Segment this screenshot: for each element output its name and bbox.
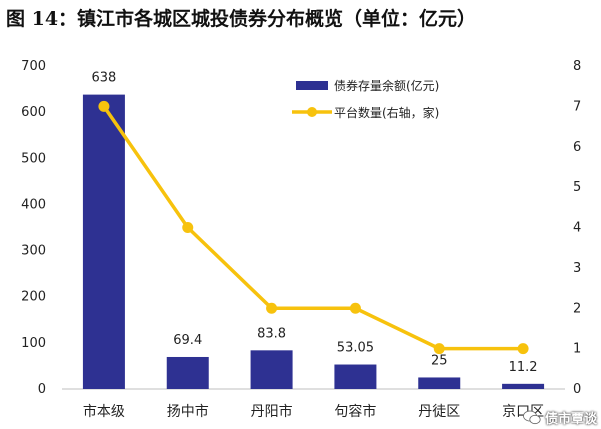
line-point <box>266 302 278 314</box>
y-right-tick-label: 2 <box>573 301 581 316</box>
wechat-icon <box>523 410 541 425</box>
axes: 0 100 200 300 400 500 600 700 0 1 2 3 4 5 6 7 8 市本级 扬中市 丹阳市… <box>21 59 581 420</box>
bar-data-label: 69.4 <box>173 333 202 348</box>
bar-data-label: 83.8 <box>257 326 286 341</box>
y-left-tick-label: 200 <box>21 290 46 305</box>
bar <box>82 94 125 389</box>
bar <box>334 364 377 389</box>
legend-swatch-marker <box>307 107 317 117</box>
figure-title: 图 14：镇江市各城区城投债券分布概览（单位：亿元） <box>6 8 477 30</box>
x-category-label: 扬中市 <box>167 403 209 420</box>
y-right-tick-label: 1 <box>573 342 581 357</box>
y-left-tick-label: 300 <box>21 244 46 259</box>
y-left-tick-label: 100 <box>21 336 46 351</box>
bar <box>502 383 545 389</box>
bar-series: 638 69.4 83.8 53.05 25 11.2 <box>82 71 545 389</box>
watermark: 债市覃谈 <box>523 408 597 427</box>
line-point <box>182 222 194 233</box>
legend-label: 平台数量(右轴，家) <box>334 105 439 120</box>
y-left-tick-label: 400 <box>21 197 46 212</box>
bar-data-label: 53.05 <box>337 341 374 356</box>
y-left-tick-label: 700 <box>21 59 46 74</box>
x-category-label: 市本级 <box>83 403 125 420</box>
bar-data-label: 11.2 <box>509 360 538 375</box>
y-right-tick-label: 3 <box>573 261 581 276</box>
series-line <box>102 105 524 351</box>
y-left-tick-label: 0 <box>38 382 46 397</box>
y-left-tick-label: 500 <box>21 151 46 166</box>
bar <box>166 356 209 389</box>
y-right-tick-label: 5 <box>573 180 581 195</box>
legend-swatch-bar <box>296 81 328 90</box>
legend: 债券存量余额(亿元) 平台数量(右轴，家) <box>292 78 439 120</box>
bar <box>250 350 293 389</box>
bar <box>418 377 461 389</box>
bar-data-label: 25 <box>431 353 448 368</box>
line-point <box>98 100 110 112</box>
line-series <box>98 100 529 355</box>
y-left-tick-label: 600 <box>21 105 46 120</box>
line-point <box>349 302 361 314</box>
x-category-label: 丹徒区 <box>418 404 460 420</box>
legend-label: 债券存量余额(亿元) <box>334 78 439 93</box>
x-category-label: 丹阳市 <box>251 403 293 420</box>
watermark-text: 债市覃谈 <box>544 412 597 427</box>
y-right-tick-label: 8 <box>573 59 581 74</box>
x-category-label: 句容市 <box>334 403 376 420</box>
line-point <box>433 343 445 355</box>
y-right-tick-label: 0 <box>573 382 581 397</box>
y-right-tick-label: 7 <box>573 99 581 114</box>
line-point <box>517 343 529 355</box>
y-right-tick-label: 4 <box>573 221 581 236</box>
y-right-tick-label: 6 <box>573 140 581 155</box>
bar-data-label: 638 <box>92 71 117 86</box>
